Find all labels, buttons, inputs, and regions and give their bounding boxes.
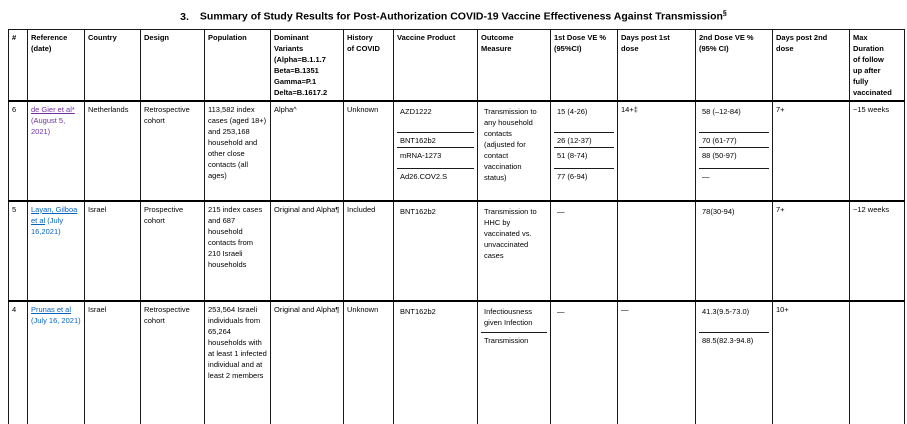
col-header-dominant-variants: Dominant Variants (Alpha=B.1.1.7 Beta=B.… xyxy=(270,28,344,102)
header-row: # Reference (date) Country Design Popula… xyxy=(8,28,905,102)
col-header-days-post-dose2: Days post 2nd dose xyxy=(772,28,850,102)
cell-population: 253,564 Israeli individuals from 65,264 … xyxy=(204,300,271,424)
reference-link[interactable]: Layan, Gilboa et al xyxy=(31,204,78,225)
vaccine-product-item: BNT162b2 xyxy=(400,306,436,316)
cell-row-number: 4 xyxy=(8,300,28,424)
dose2-ve-value: 41.3(9.5-73.0) xyxy=(702,306,750,316)
cell-dominant-variants: Alpha^ xyxy=(270,100,344,202)
col-header-vaccine-product: Vaccine Product xyxy=(393,28,478,102)
dose2-ve-value: 88.5(82.3-94.8) xyxy=(699,331,769,424)
cell-country: Netherlands xyxy=(84,100,141,202)
cell-vaccine-product: BNT162b2 xyxy=(393,200,478,302)
title-text: Summary of Study Results for Post-Author… xyxy=(199,10,723,23)
cell-country: Israel xyxy=(84,300,141,424)
title-number: 3. xyxy=(180,10,189,23)
col-header-reference: Reference (date) xyxy=(27,28,85,102)
vaccine-product-item: Ad26.COV2.S xyxy=(397,167,474,198)
cell-reference: Prunas et al (July 16, 2021) xyxy=(27,300,85,424)
cell-design: Retrospective cohort xyxy=(140,300,205,424)
outcome-measure-item: Transmission xyxy=(481,331,547,424)
cell-max-duration: ~12 weeks xyxy=(849,200,905,302)
table-row-study-6: 6 de Gier et al* (August 5, 2021) Nether… xyxy=(8,100,905,202)
cell-days-post-dose1 xyxy=(617,200,696,302)
cell-design: Retrospective cohort xyxy=(140,100,205,202)
cell-row-number: 5 xyxy=(8,200,28,302)
cell-dose1-ve: 15 (4-26) 26 (12-37) 51 (8-74) 77 (6-94) xyxy=(550,100,618,202)
cell-max-duration xyxy=(849,300,905,424)
vaccine-product-item: mRNA-1273 xyxy=(397,146,474,168)
cell-vaccine-product: BNT162b2 xyxy=(393,300,478,424)
cell-country: Israel xyxy=(84,200,141,302)
dose1-ve-value: 26 (12-37) xyxy=(554,131,614,147)
col-header-history-of-covid: History of COVID xyxy=(343,28,394,102)
col-header-design: Design xyxy=(140,28,205,102)
col-header-dose2-ve: 2nd Dose VE % (95% CI) xyxy=(695,28,773,102)
cell-history-of-covid: Unknown xyxy=(343,100,394,202)
dose1-ve-value: 15 (4-26) xyxy=(557,106,588,116)
cell-outcome-measure: Infectiousness given Infection Transmissi… xyxy=(477,300,551,424)
cell-max-duration: ~15 weeks xyxy=(849,100,905,202)
cell-population: 215 index cases and 687 household contac… xyxy=(204,200,271,302)
cell-dose2-ve: 41.3(9.5-73.0) 88.5(82.3-94.8) xyxy=(695,300,773,424)
col-header-days-post-dose1: Days post 1st dose xyxy=(617,28,696,102)
col-header-dose1-ve: 1st Dose VE % (95%CI) xyxy=(550,28,618,102)
cell-days-post-dose1: — xyxy=(617,300,696,424)
cell-dose1-ve: — xyxy=(550,300,618,424)
cell-days-post-dose2: 7+ xyxy=(772,100,850,202)
reference-date: (August 5, 2021) xyxy=(31,115,66,136)
cell-design: Prospective cohort xyxy=(140,200,205,302)
dose1-ve-value: — xyxy=(557,206,565,216)
cell-vaccine-product: AZD1222 BNT162b2 mRNA-1273 Ad26.COV2.S xyxy=(393,100,478,202)
dose1-ve-value: — xyxy=(557,306,565,316)
cell-dose2-ve: 58 (–12-84) 70 (61-77) 88 (50-97) — xyxy=(695,100,773,202)
outcome-measure-item: Transmission to HHC by vaccinated vs. un… xyxy=(484,206,537,260)
vaccine-product-item: BNT162b2 xyxy=(400,206,436,216)
dose2-ve-value: 70 (61-77) xyxy=(699,131,769,147)
reference-date: (July 16, 2021) xyxy=(31,315,81,325)
dose1-ve-value: 51 (8-74) xyxy=(554,146,614,168)
reference-date: (July 16,2021) xyxy=(31,215,64,236)
table-row-study-5: 5 Layan, Gilboa et al (July 16,2021) Isr… xyxy=(8,200,905,302)
cell-days-post-dose2: 10+ xyxy=(772,300,850,424)
reference-link[interactable]: Prunas et al xyxy=(31,304,72,314)
cell-population: 113,582 index cases (aged 18+) and 253,1… xyxy=(204,100,271,202)
page-title: 3. Summary of Study Results for Post-Auth… xyxy=(0,0,907,24)
cell-history-of-covid: Included xyxy=(343,200,394,302)
col-header-population: Population xyxy=(204,28,271,102)
col-header-country: Country xyxy=(84,28,141,102)
reference-link[interactable]: de Gier et al* xyxy=(31,104,75,114)
outcome-measure-item: Transmission to any household contacts (… xyxy=(484,106,537,182)
cell-dose2-ve: 78(30-94) xyxy=(695,200,773,302)
table-row-study-4: 4 Prunas et al (July 16, 2021) Israel Re… xyxy=(8,300,905,424)
dose2-ve-value: 58 (–12-84) xyxy=(702,106,741,116)
study-results-table: # Reference (date) Country Design Popula… xyxy=(8,28,905,424)
vaccine-product-item: BNT162b2 xyxy=(397,131,474,147)
col-header-number: # xyxy=(8,28,28,102)
cell-outcome-measure: Transmission to any household contacts (… xyxy=(477,100,551,202)
cell-days-post-dose1: 14+‡ xyxy=(617,100,696,202)
cell-dominant-variants: Original and Alpha¶ xyxy=(270,200,344,302)
col-header-max-duration: Max Duration of follow up after fully va… xyxy=(849,28,905,102)
dose2-ve-value: — xyxy=(699,167,769,198)
dose2-ve-value: 78(30-94) xyxy=(702,206,735,216)
cell-reference: de Gier et al* (August 5, 2021) xyxy=(27,100,85,202)
cell-dominant-variants: Original and Alpha¶ xyxy=(270,300,344,424)
cell-reference: Layan, Gilboa et al (July 16,2021) xyxy=(27,200,85,302)
col-header-outcome-measure: Outcome Measure xyxy=(477,28,551,102)
dose1-ve-value: 77 (6-94) xyxy=(554,167,614,198)
cell-outcome-measure: Transmission to HHC by vaccinated vs. un… xyxy=(477,200,551,302)
cell-days-post-dose2: 7+ xyxy=(772,200,850,302)
outcome-measure-item: Infectiousness given Infection xyxy=(484,306,533,327)
cell-history-of-covid: Unknown xyxy=(343,300,394,424)
dose2-ve-value: 88 (50-97) xyxy=(699,146,769,168)
cell-dose1-ve: — xyxy=(550,200,618,302)
title-footnote-mark: § xyxy=(722,10,727,17)
cell-row-number: 6 xyxy=(8,100,28,202)
vaccine-product-item: AZD1222 xyxy=(400,106,432,116)
